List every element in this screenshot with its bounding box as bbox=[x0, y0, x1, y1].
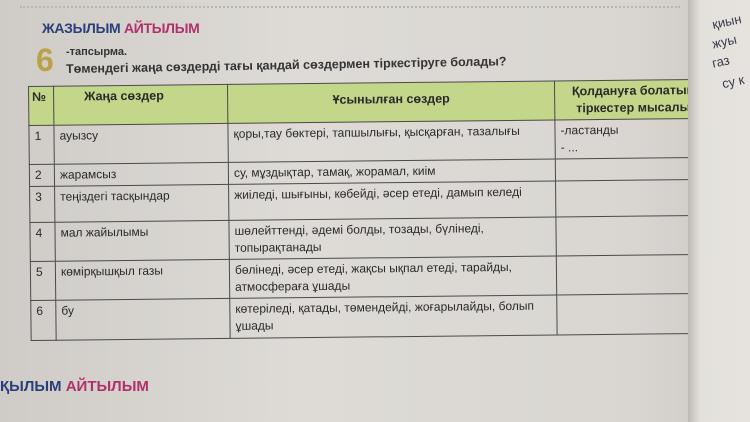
suggested-words: қоры,тау бөктері, тапшылығы, қысқарған, … bbox=[227, 119, 556, 163]
task-number: 6 bbox=[36, 42, 54, 78]
suggested-words: жиіледі, шығыны, көбейді, әсер етеді, да… bbox=[228, 180, 556, 221]
row-number: 2 bbox=[29, 164, 55, 187]
suggested-words: бөлінеді, әсер етеді, жақсы ықпал етеді,… bbox=[229, 255, 557, 299]
footer-heading: ҚЫЛЫМ АЙТЫЛЫМ bbox=[0, 378, 149, 395]
row-number: 4 bbox=[29, 222, 56, 262]
col-header-suggested: Ұсынылған сөздер bbox=[227, 80, 555, 124]
table-row: 6 бу көтеріледі, қатады, төмендейді, жоғар… bbox=[30, 293, 715, 341]
col-header-num: № bbox=[28, 86, 54, 126]
col-header-new-words: Жаңа сөздер bbox=[53, 84, 228, 126]
row-number: 3 bbox=[29, 186, 55, 223]
new-word: ауызсу bbox=[53, 123, 229, 165]
new-word: мал жайылымы bbox=[54, 220, 230, 262]
right-page bbox=[688, 0, 750, 422]
heading-part2: АЙТЫЛЫМ bbox=[123, 20, 200, 36]
dotted-border bbox=[20, 6, 680, 18]
suggested-words: шөлейттенді, әдемі болды, тозады, бүліне… bbox=[228, 216, 557, 260]
words-table: № Жаңа сөздер Ұсынылған сөздер Қолдануға… bbox=[28, 79, 715, 341]
section-heading: ЖАЗЫЛЫМ АЙТЫЛЫМ bbox=[42, 20, 200, 36]
row-number: 6 bbox=[30, 300, 57, 341]
new-word: бу bbox=[55, 298, 231, 341]
footer-part2: АЙТЫЛЫМ bbox=[65, 378, 149, 395]
footer-part1: ҚЫЛЫМ bbox=[0, 378, 62, 395]
task-label: -тапсырма. bbox=[66, 46, 128, 58]
heading-part1: ЖАЗЫЛЫМ bbox=[42, 20, 121, 36]
new-word: көмірқышқыл газы bbox=[55, 259, 230, 301]
task-question: Төмендегі жаңа сөздерді тағы қандай сөзд… bbox=[65, 54, 507, 76]
row-number: 5 bbox=[30, 261, 56, 301]
row-number: 1 bbox=[28, 125, 55, 165]
suggested-words: көтеріледі, қатады, төмендейді, жоғарыла… bbox=[229, 294, 558, 339]
new-word: теңіздегі тасқындар bbox=[54, 184, 229, 223]
new-word: жарамсыз bbox=[54, 162, 229, 187]
